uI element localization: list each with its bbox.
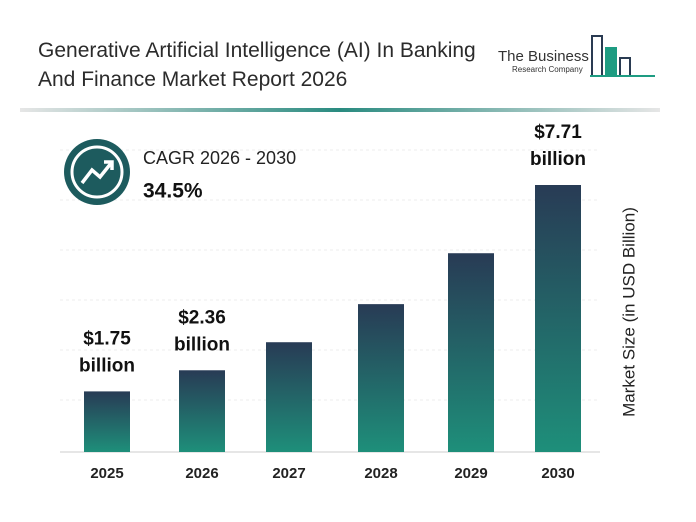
bar [84, 391, 130, 452]
x-tick-label: 2030 [541, 465, 574, 482]
logo-icon [590, 35, 655, 77]
value-label-line: billion [530, 149, 586, 170]
x-tick-label: 2028 [364, 465, 397, 482]
x-tick-label: 2029 [454, 465, 487, 482]
value-label-line: billion [79, 355, 135, 376]
x-tick-label: 2026 [185, 465, 218, 482]
value-label-line: billion [174, 334, 230, 355]
value-label-line: $2.36 [178, 307, 226, 328]
logo-subtext: Research Company [512, 65, 583, 74]
bar [448, 253, 494, 452]
x-tick-label: 2027 [272, 465, 305, 482]
bar [535, 185, 581, 452]
background-grid [60, 149, 600, 401]
value-label: $1.75 billion [79, 328, 135, 376]
logo-text: The Business [498, 48, 589, 65]
cagr-value: 34.5% [143, 180, 203, 203]
bar [358, 304, 404, 452]
bar [266, 342, 312, 452]
cagr-label: CAGR 2026 - 2030 [143, 148, 296, 168]
bar [179, 370, 225, 452]
x-tick-label: 2025 [90, 465, 123, 482]
value-label: $2.36 billion [174, 307, 230, 355]
value-label-line: $1.75 [83, 328, 131, 349]
title: Generative Artificial Intelligence (AI) … [38, 39, 476, 91]
header-rule [20, 108, 660, 112]
y-axis-label: Market Size (in USD Billion) [619, 207, 638, 417]
logo: The Business Research Company [498, 48, 658, 74]
value-label: $7.71 billion [530, 122, 586, 170]
cagr-icon [64, 139, 130, 205]
value-label-line: $7.71 [534, 122, 582, 143]
